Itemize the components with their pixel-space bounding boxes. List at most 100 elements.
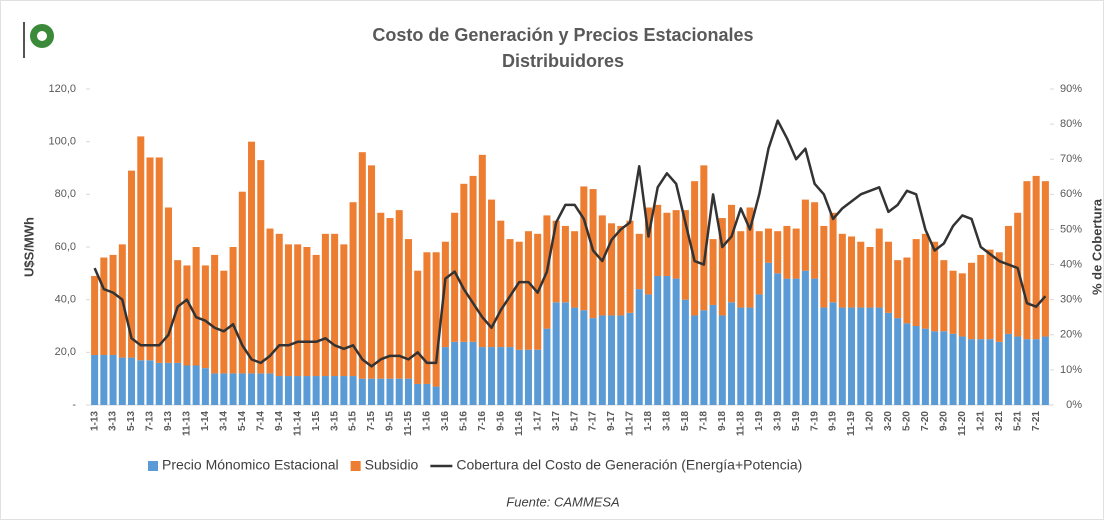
bar [349,202,357,377]
bar [644,207,652,295]
x-tick-label: 9-16 [495,411,506,431]
bar [552,220,560,303]
bar [174,362,182,405]
bar [395,378,403,405]
bar [294,376,302,405]
bar [183,365,191,405]
bar [488,347,496,405]
bar [700,310,708,405]
bar [266,373,274,405]
bar [543,328,551,405]
bar [257,373,265,405]
bar [312,254,320,377]
x-tick-label: 5-15 [348,411,359,431]
x-tick-label: 9-15 [385,411,396,431]
bar [848,236,856,308]
bar [801,270,809,405]
bar [358,378,366,405]
bar [321,376,329,405]
bar [460,341,468,405]
x-tick-label: 1-13 [89,411,100,431]
bar [561,302,569,405]
bar [617,315,625,405]
bar [534,349,542,405]
bar [995,252,1003,342]
bar [626,312,634,405]
bar [866,247,874,308]
bar [598,315,606,405]
x-tick-label: 9-19 [828,411,839,431]
bar [718,218,726,316]
x-tick-label: 7-19 [809,411,820,431]
bar [755,231,763,295]
x-tick-label: 3-18 [662,411,673,431]
bar [395,210,403,379]
bar [912,326,920,405]
bar [921,233,929,329]
bar [940,331,948,405]
bar [248,141,256,374]
bar [331,376,339,405]
legend-label: Subsidio [365,457,419,473]
bar [201,265,209,369]
bar [783,225,791,279]
bar [949,333,957,405]
bar [681,210,689,300]
y2-tick-label: 40% [1060,258,1082,270]
x-tick-label: 3-20 [883,411,894,431]
x-tick-label: 3-21 [994,411,1005,431]
bar [146,360,154,405]
x-tick-label: 1-18 [643,411,654,431]
bar [423,383,431,405]
bar [377,212,385,379]
bar [986,339,994,405]
legend-label: Cobertura del Costo de Generación (Energ… [456,457,802,473]
y2-axis-label: % de Cobertura [1089,198,1104,295]
bar [552,302,560,405]
x-tick-label: 7-15 [366,411,377,431]
bar [164,207,172,363]
bar [312,376,320,405]
bar [524,231,532,350]
y2-tick-label: 20% [1060,329,1082,341]
bar [146,157,154,361]
bar [820,307,828,405]
x-tick-label: 7-18 [698,411,709,431]
chart-title: Costo de Generación y Precios Estacional… [372,25,753,45]
legend-swatch [350,461,361,471]
y2-tick-label: 0% [1066,399,1082,411]
x-tick-label: 7-17 [588,411,599,431]
bar [192,365,200,405]
bar [617,225,625,316]
bar [838,233,846,308]
bar [303,247,311,377]
bar [977,254,985,340]
bar [229,247,237,374]
bar [903,323,911,405]
bar [275,376,283,405]
bar [958,336,966,405]
bar [469,175,477,342]
bar [220,373,228,405]
bar [441,347,449,405]
x-tick-label: 1-21 [975,411,986,431]
bar [137,360,145,405]
bar [275,233,283,377]
bar [875,307,883,405]
x-tick-label: 1-19 [754,411,765,431]
bar [451,341,459,405]
bar [497,347,505,405]
bar [1023,181,1031,340]
bar [91,275,99,355]
bar [977,339,985,405]
x-tick-label: 1-17 [532,411,543,431]
bar [811,278,819,405]
y-axis-label: U$S/MWh [21,217,36,277]
bar [709,239,717,305]
bar [404,378,412,405]
bar [331,233,339,377]
x-tick-label: 7-14 [255,411,266,431]
bar [672,210,680,279]
bar [164,362,172,405]
